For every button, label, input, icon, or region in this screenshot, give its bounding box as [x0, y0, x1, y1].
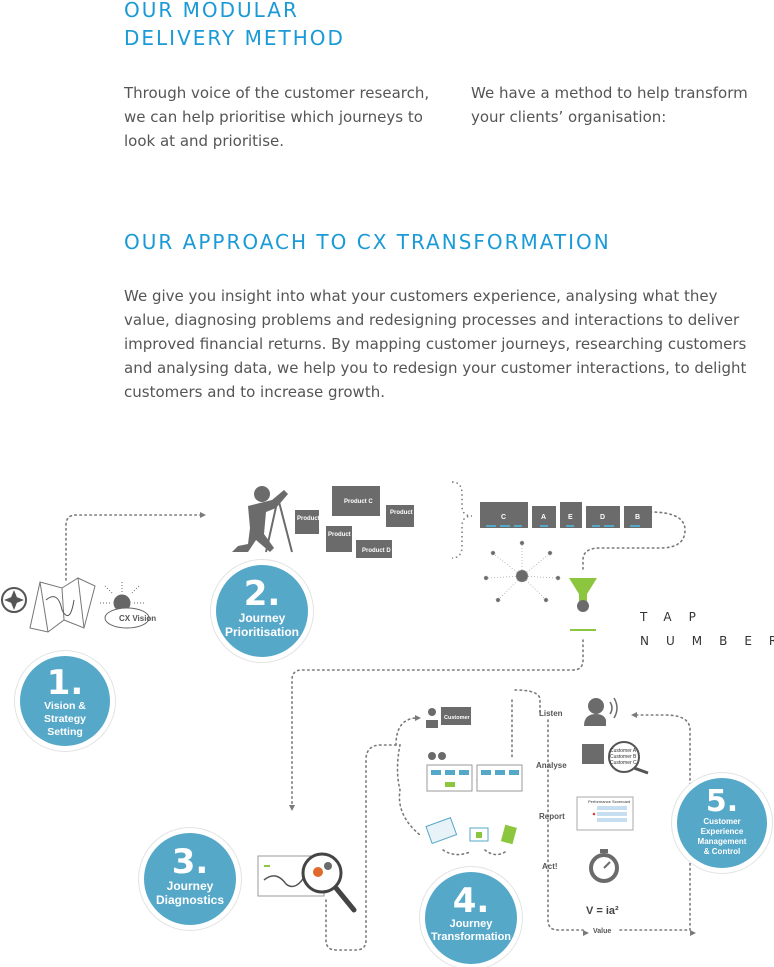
step-5-label-3: Management [697, 837, 747, 846]
approach-diagram: CX Vision Product C Product A Product B … [1, 481, 696, 951]
product-a-label: Product A [297, 516, 326, 522]
stopwatch-icon [589, 849, 619, 883]
product-c-label: Product C [344, 499, 373, 505]
binoculars-icon [428, 752, 446, 760]
map-icon [29, 577, 96, 633]
customer-network-icon [483, 540, 561, 603]
step-5-circle[interactable]: 5. Customer Experience Management & Cont… [677, 778, 767, 868]
cycle-listen: Listen [539, 709, 563, 718]
funnel-icon [569, 578, 597, 631]
step-5-label-2: Experience [700, 827, 744, 836]
step-1-circle[interactable]: 1. Vision & Strategy Setting [20, 656, 110, 746]
modular-column-2: We have a method to help transform your … [471, 84, 748, 126]
step-4-number: 4. [452, 881, 490, 921]
step-3-label-1: Journey [166, 879, 214, 893]
step-5-number: 5. [705, 784, 739, 819]
step-1-label-1: Vision & [44, 700, 86, 712]
modular-title-line1: OUR MODULAR [124, 0, 299, 22]
approach-body: We give you insight into what your custo… [124, 287, 747, 401]
sun-icon [100, 582, 150, 629]
journey-block-b: B [635, 514, 640, 521]
modular-title-line2: DELIVERY METHOD [124, 26, 345, 50]
cycle-act: Act! [542, 862, 558, 871]
step-3-circle[interactable]: 3. Journey Diagnostics [144, 833, 236, 925]
formula: V = ia² [586, 905, 619, 917]
step-5-label-4: & Control [703, 847, 741, 856]
process-map-icon [426, 764, 523, 792]
analyse-customer-c: Customer C [610, 760, 637, 766]
analyse-customer-a: Customer A [610, 748, 637, 754]
diagnostics-icon [257, 852, 357, 913]
step-5-label-1: Customer [703, 817, 741, 826]
step-3-label-2: Diagnostics [155, 893, 224, 907]
step-4-label-2: Transformation [430, 931, 512, 943]
tools-icon [425, 817, 517, 845]
product-d-label: Product D [362, 548, 391, 554]
report-title: Performance Scorecard [588, 799, 630, 804]
step-2-label-2: Prioritisation [224, 625, 299, 639]
approach-title: OUR APPROACH TO CX TRANSFORMATION [124, 230, 611, 254]
journey-block-e: E [568, 514, 573, 521]
tap-hint-line1: TAP [640, 610, 713, 624]
listen-icon [584, 697, 618, 726]
photographer-icon [232, 486, 293, 553]
cycle-analyse: Analyse [536, 761, 567, 770]
product-e-label: Product E [328, 532, 356, 538]
step-2-label-1: Journey [238, 611, 286, 625]
journey-block-d: D [600, 514, 605, 521]
analyse-customer-b: Customer B [610, 754, 637, 760]
cx-vision-label: CX Vision [119, 614, 156, 623]
modular-column-1: Through voice of the customer research, … [124, 84, 430, 150]
step-2-circle[interactable]: 2. Journey Prioritisation [216, 565, 308, 657]
step-4-label-1: Journey [449, 918, 493, 930]
journey-block-a: A [541, 514, 546, 521]
compass-icon [1, 587, 27, 613]
step-4-circle[interactable]: 4. Journey Transformation [425, 872, 517, 964]
cycle-report: Report [539, 812, 565, 821]
customer-icon [426, 707, 471, 728]
step-2-number: 2. [243, 574, 281, 614]
analyse-icon [582, 741, 649, 775]
step-1-number: 1. [46, 663, 84, 703]
product-b-label: Product B [390, 510, 419, 516]
report-icon [576, 796, 634, 831]
tap-hint-line2: NUMBERS [640, 634, 774, 648]
customer-label: Customer [444, 715, 471, 721]
step-1-label-3: Setting [47, 726, 83, 738]
step-1-label-2: Strategy [43, 713, 86, 725]
value-label: Value [593, 928, 611, 935]
step-3-number: 3. [171, 842, 209, 882]
journey-block-c: C [501, 514, 506, 521]
